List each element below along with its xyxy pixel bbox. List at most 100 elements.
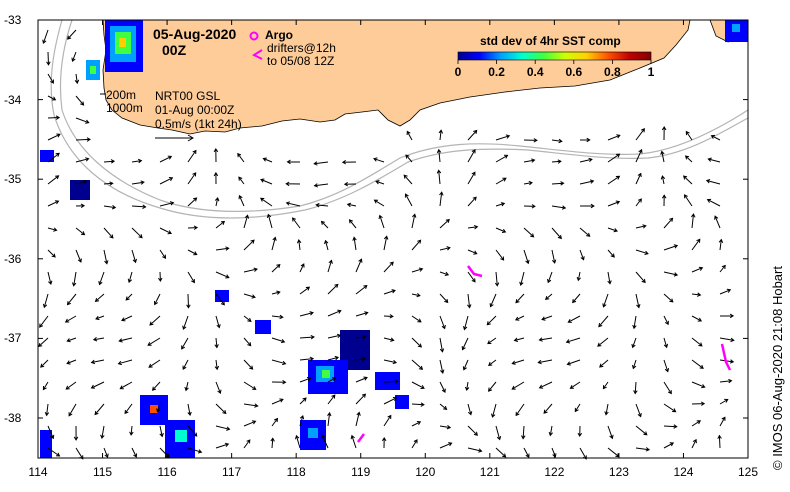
current-arrow: [706, 198, 721, 207]
current-arrow: [383, 359, 398, 365]
current-arrow: [355, 335, 367, 340]
current-arrow: [494, 271, 500, 287]
current-arrow: [243, 420, 257, 427]
current-arrow: [75, 203, 86, 209]
current-arrow: [213, 147, 219, 163]
current-arrow: [543, 403, 553, 414]
current-arrow: [149, 315, 161, 326]
current-arrow: [691, 292, 702, 297]
current-arrow: [299, 286, 311, 295]
current-arrow: [580, 203, 595, 209]
current-arrow: [383, 379, 399, 384]
current-arrow: [461, 337, 469, 351]
current-arrow: [327, 309, 342, 317]
current-arrow: [411, 359, 424, 370]
current-arrow: [320, 220, 329, 229]
current-arrow: [439, 315, 446, 330]
current-arrow: [541, 315, 553, 321]
current-arrow: [411, 213, 417, 229]
current-arrow: [436, 148, 442, 163]
current-arrow: [635, 128, 645, 141]
current-arrow: [187, 149, 197, 163]
isobath-1000m-label: 1000m: [106, 101, 143, 115]
current-arrow: [243, 267, 258, 273]
colorbar-tick-label: 0.8: [604, 65, 621, 79]
current-arrow: [66, 337, 77, 343]
current-arrow: [90, 381, 105, 389]
product-label: NRT00 GSL: [155, 89, 221, 103]
current-arrow: [375, 180, 385, 185]
current-arrow: [661, 126, 667, 141]
current-arrow: [125, 293, 133, 301]
current-arrow: [75, 157, 90, 163]
current-arrow: [705, 179, 721, 185]
current-arrow: [352, 236, 357, 251]
current-arrow: [260, 178, 273, 185]
longitude-tick-label: 120: [415, 465, 436, 479]
current-arrow: [343, 181, 357, 187]
current-arrow: [64, 315, 77, 323]
latitude-tick-label: -38: [4, 411, 22, 425]
current-arrow: [346, 202, 357, 208]
current-arrow: [663, 244, 679, 251]
current-arrow: [75, 137, 91, 142]
map-frame: [37, 19, 749, 459]
current-arrow: [350, 434, 357, 449]
current-arrow: [159, 425, 164, 438]
current-arrow: [691, 213, 696, 229]
current-arrow: [285, 181, 301, 187]
longitude-tick-label: 124: [673, 465, 694, 479]
current-arrow: [691, 359, 704, 369]
current-arrow: [719, 288, 732, 295]
current-arrow: [355, 393, 367, 405]
frame-ticks: [37, 19, 749, 458]
current-arrow: [42, 29, 49, 45]
current-arrow: [75, 95, 85, 106]
current-arrow: [551, 227, 562, 240]
current-arrow: [607, 227, 619, 233]
current-arrow: [599, 359, 609, 368]
longitude-tick-label: 123: [608, 465, 629, 479]
current-arrow: [411, 315, 422, 323]
current-arrow: [467, 403, 473, 416]
current-arrow: [271, 379, 287, 385]
current-arrow: [131, 158, 143, 164]
drifter-marker: [251, 49, 263, 60]
current-arrow: [94, 403, 105, 416]
current-arrow: [607, 175, 621, 185]
current-arrow: [181, 337, 189, 350]
current-arrow: [439, 337, 445, 353]
current-arrow: [491, 403, 497, 418]
current-arrow: [215, 442, 230, 449]
current-arrow: [215, 246, 230, 251]
current-arrow: [270, 437, 275, 449]
current-arrow: [411, 381, 425, 389]
latitude-tick-label: -36: [4, 251, 22, 266]
current-arrow: [151, 381, 161, 391]
current-arrow: [495, 425, 502, 441]
current-arrow: [47, 271, 53, 286]
current-arrow: [75, 227, 86, 236]
current-arrow: [44, 403, 50, 417]
current-arrow: [47, 73, 54, 84]
current-arrow: [214, 359, 220, 371]
current-arrow: [355, 356, 367, 362]
longitude-tick-label: 121: [479, 465, 500, 479]
current-arrow: [411, 402, 425, 407]
current-arrow: [355, 311, 369, 317]
current-arrow: [495, 447, 507, 458]
current-arrow: [439, 425, 452, 430]
current-arrow: [373, 199, 385, 207]
colorbar: [457, 51, 652, 61]
current-arrow: [324, 239, 329, 251]
current-arrow: [632, 359, 637, 370]
current-arrow: [467, 129, 478, 141]
current-arrow: [635, 172, 642, 185]
current-arrow: [271, 417, 279, 427]
current-arrow: [513, 337, 525, 342]
current-arrow: [598, 315, 609, 328]
current-arrow: [719, 337, 735, 343]
current-arrow: [411, 239, 422, 251]
drifters-label-2: to 05/08 12Z: [267, 54, 335, 68]
current-arrow: [579, 179, 595, 185]
